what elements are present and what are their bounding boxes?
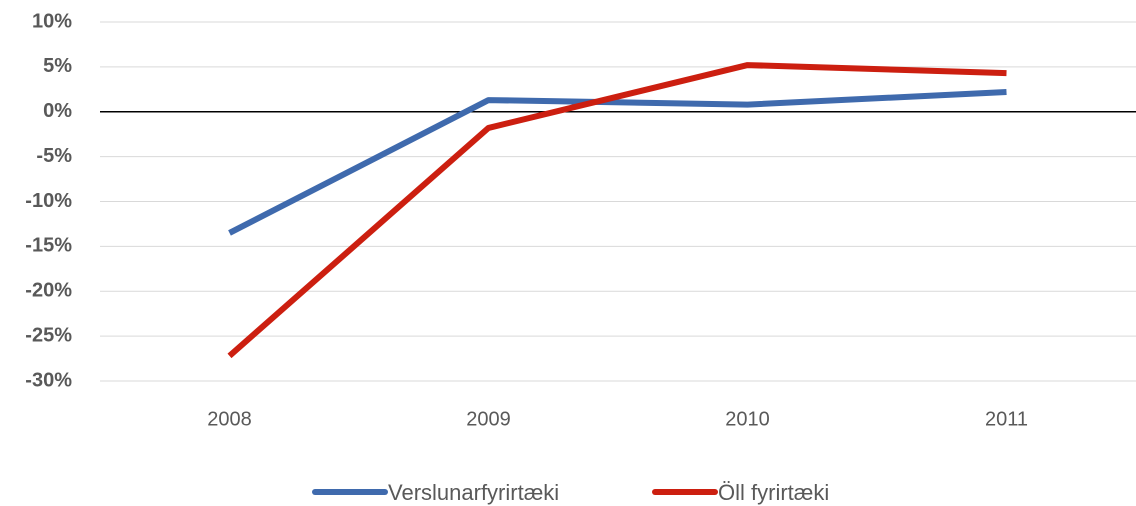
series-line: [228, 89, 1007, 236]
y-tick-label: -25%: [25, 324, 72, 346]
x-tick-label: 2010: [725, 408, 770, 430]
y-tick-label: -10%: [25, 190, 72, 212]
y-tick-label: -30%: [25, 369, 72, 391]
y-tick-label: 0%: [43, 100, 72, 122]
legend-label: Öll fyrirtæki: [718, 480, 829, 505]
y-tick-label: -5%: [36, 145, 72, 167]
series-line: [227, 62, 1007, 359]
y-tick-label: 10%: [32, 10, 72, 32]
y-tick-label: -15%: [25, 235, 72, 257]
legend-label: Verslunarfyrirtæki: [388, 480, 559, 505]
y-tick-label: -20%: [25, 280, 72, 302]
x-tick-label: 2009: [466, 408, 511, 430]
x-tick-label: 2011: [985, 408, 1028, 430]
y-tick-label: 5%: [43, 55, 72, 77]
x-tick-label: 2008: [207, 408, 252, 430]
